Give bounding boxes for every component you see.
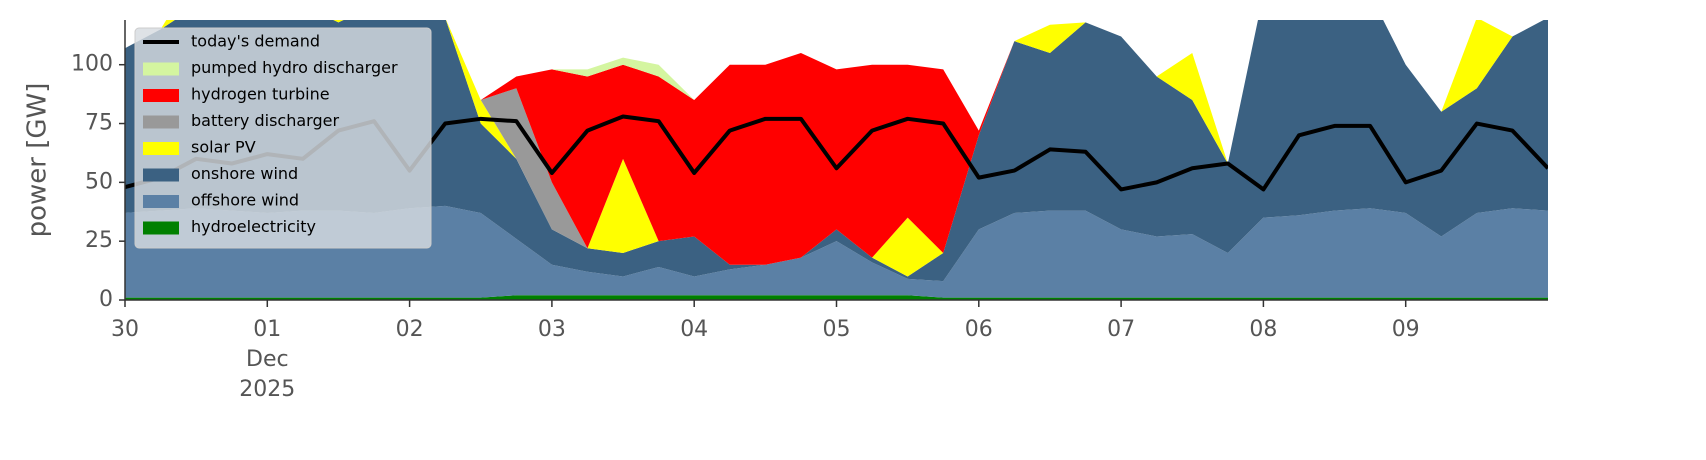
x-tick-label: 30 [111,317,139,342]
x-tick-label: 04 [680,317,708,342]
legend-label: hydroelectricity [191,217,316,236]
legend-swatch [143,142,179,155]
area [125,205,1548,298]
x-tick-label: 08 [1249,317,1277,342]
y-tick-label: 50 [85,169,113,194]
legend-label: offshore wind [191,191,299,210]
y-tick-label: 25 [85,228,113,253]
year-label: 2025 [239,377,295,402]
legend: today's demand pumped hydro discharger hyd… [134,27,432,249]
legend-swatch [143,115,179,129]
x-tick-label: 06 [965,317,993,342]
legend-swatch [143,62,179,76]
y-tick-label: 100 [71,52,113,77]
x-tick-label: 09 [1392,317,1420,342]
x-tick-label: 02 [396,317,424,342]
area [125,295,1548,300]
y-axis-label: power [GW] [23,83,53,238]
legend-label: battery discharger [191,111,339,130]
x-tick-label: 07 [1107,317,1135,342]
legend-swatch [143,89,179,102]
x-tick-label: 03 [538,317,566,342]
y-tick-label: 75 [85,111,113,136]
legend-label: hydrogen turbine [191,85,330,104]
legend-swatch [143,195,179,208]
legend-label: solar PV [191,138,256,157]
y-tick-label: 0 [99,287,113,312]
legend-swatch [143,221,179,235]
x-tick-label: 05 [823,317,851,342]
legend-box [134,27,432,249]
legend-label: onshore wind [191,164,298,183]
area [125,20,1544,277]
legend-label: pumped hydro discharger [191,58,398,77]
legend-label: today's demand [191,32,320,51]
legend-swatch [143,168,179,182]
area [125,20,1548,282]
plot-area [125,20,1548,300]
area [125,20,1544,265]
month-label: Dec [246,347,289,372]
x-tick-label: 01 [253,317,281,342]
